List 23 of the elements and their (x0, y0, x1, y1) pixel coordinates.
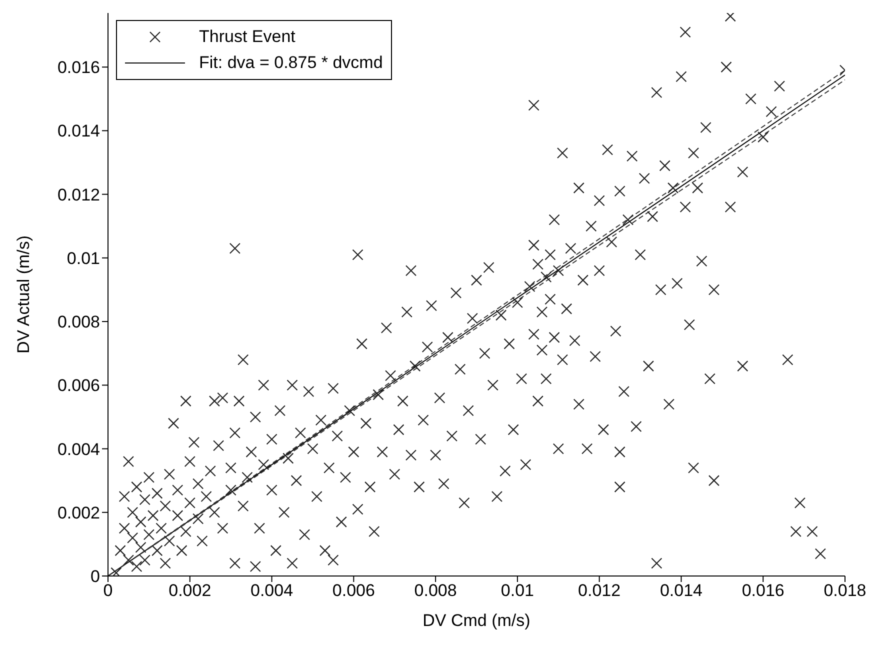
x-tick-label: 0.016 (742, 581, 784, 600)
y-tick-label: 0.014 (57, 122, 100, 141)
x-tick-label: 0.014 (660, 581, 702, 600)
x-tick-label: 0.01 (500, 581, 534, 600)
x-tick-label: 0.008 (414, 581, 457, 600)
y-tick-label: 0.008 (57, 312, 100, 332)
y-tick-label: 0.004 (57, 440, 100, 459)
y-tick-label: 0.012 (57, 185, 100, 204)
x-tick-label: 0.012 (578, 581, 621, 600)
y-axis-title: DV Actual (m/s) (14, 235, 34, 354)
x-tick-label: 0.002 (168, 581, 212, 600)
legend-label: Thrust Event (199, 27, 296, 47)
x-tick-label: 0.004 (250, 581, 294, 600)
y-tick-label: 0.016 (57, 58, 100, 78)
y-tick-label: 0.01 (66, 248, 100, 268)
x-tick-label: 0 (103, 581, 113, 600)
y-tick-label: 0.002 (57, 503, 100, 522)
y-tick-label: 0 (90, 567, 100, 586)
x-tick-label: 0.006 (332, 581, 375, 600)
y-tick-label: 0.006 (57, 376, 100, 396)
x-tick-label: 0.018 (824, 581, 866, 600)
legend-label: Fit: dva = 0.875 * dvcmd (199, 53, 383, 73)
x-axis-title: DV Cmd (m/s) (422, 611, 530, 630)
